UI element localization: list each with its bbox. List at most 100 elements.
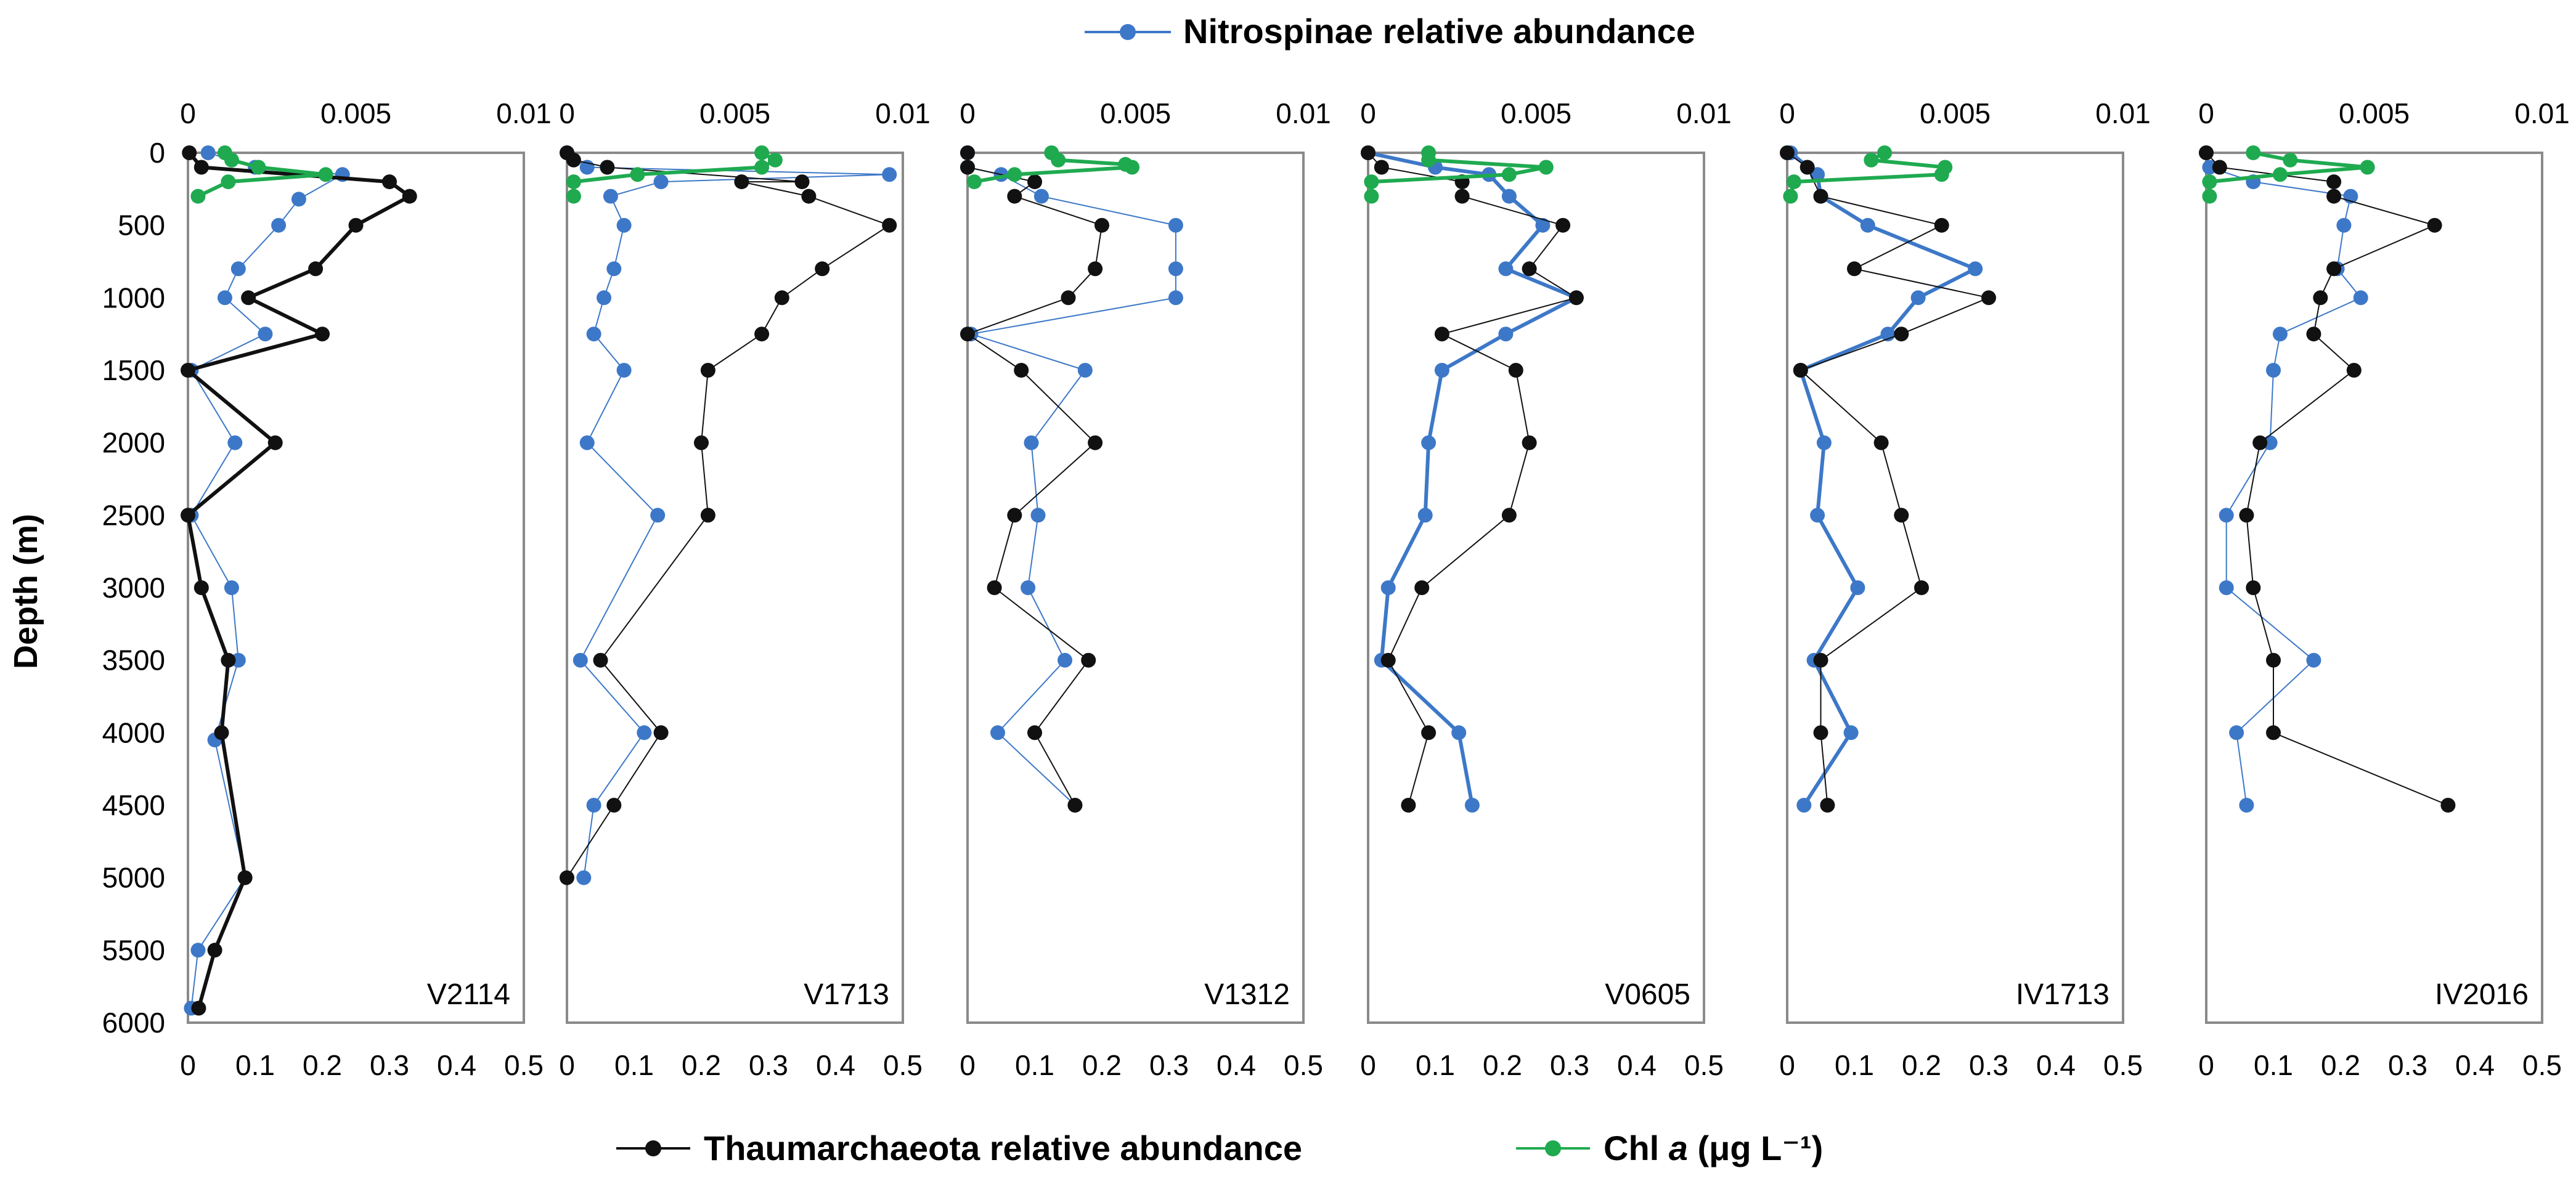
nitrospinae-point — [1910, 290, 1926, 306]
thaum-point — [801, 189, 817, 204]
chl-point — [1364, 189, 1379, 204]
thaum-point — [308, 261, 324, 277]
thaum-point — [1088, 435, 1103, 450]
legend-thaum: Thaumarchaeota relative abundance — [616, 1129, 1302, 1167]
nitrospinae-point — [1421, 435, 1437, 450]
chl-point — [2246, 145, 2261, 160]
thaum-point — [1501, 508, 1517, 523]
nitrospinae-point — [606, 261, 622, 277]
thaum-point — [1081, 652, 1096, 668]
thaum-point — [267, 435, 283, 450]
thaum-point — [194, 160, 209, 175]
thaum-point — [987, 580, 1002, 595]
top-axis-tick-label: 0.01 — [496, 97, 552, 129]
top-axis-tick-label: 0 — [1779, 97, 1795, 129]
thaum-point — [2326, 189, 2342, 204]
nitrospinae-point — [616, 217, 632, 233]
thaum-point — [1027, 174, 1042, 190]
chl-point — [2283, 152, 2298, 168]
thaum-point — [882, 217, 897, 233]
thaum-point — [1067, 798, 1083, 813]
bottom-axis-tick-label: 0.3 — [370, 1049, 409, 1081]
thaum-point — [1522, 261, 1537, 277]
nitrospinae-line — [566, 152, 891, 878]
panel-v1713: 0 0.005 0.01 0 0.1 0.2 0.3 0.4 0.5 V1713 — [559, 97, 931, 1081]
y-axis-title: Depth (m) — [7, 514, 44, 669]
thaum-point — [181, 508, 195, 523]
y-tick-label: 1500 — [102, 354, 165, 386]
panel-iv2016: 0 0.005 0.01 0 0.1 0.2 0.3 0.4 0.5 IV2016 — [2198, 97, 2570, 1081]
bottom-axis-tick-label: 0.4 — [437, 1049, 476, 1081]
chl-point — [1934, 167, 1949, 182]
bottom-axis-tick-label: 0.1 — [1835, 1049, 1874, 1081]
panel-frame — [2205, 152, 2543, 1024]
nitrospinae-point — [2229, 725, 2244, 741]
legend-chl-suffix: (μg L⁻¹) — [1688, 1129, 1823, 1167]
top-axis-tick-label: 0.01 — [875, 97, 931, 129]
chl-point — [566, 189, 581, 204]
thaum-point — [1847, 261, 1862, 277]
chl-point — [190, 189, 206, 204]
top-axis-tick-label: 0.01 — [2514, 97, 2570, 129]
thaum-point — [1007, 189, 1022, 204]
thaum-point — [593, 652, 608, 668]
chl-point — [754, 145, 770, 160]
chl-point — [1125, 160, 1139, 175]
thaum-point — [315, 327, 330, 342]
nitrospinae-point — [2336, 217, 2352, 233]
chl-point — [1051, 152, 1066, 168]
thaum-point — [237, 870, 253, 885]
y-tick-label: 5000 — [102, 862, 165, 894]
nitrospinae-point — [1535, 217, 1551, 233]
nitrospinae-point — [616, 363, 632, 378]
thaum-point — [1813, 189, 1828, 204]
panel-frame — [1786, 152, 2124, 1024]
thaum-point — [2346, 363, 2362, 378]
nitrospinae-point — [1501, 189, 1517, 204]
nitrospinae-point — [258, 327, 273, 342]
bottom-axis-tick-label: 0.5 — [2103, 1049, 2143, 1081]
panel-frame — [966, 152, 1305, 1024]
top-axis-tick-label: 0.005 — [1501, 97, 1571, 129]
top-axis-tick-label: 0 — [1360, 97, 1376, 129]
top-axis-tick-label: 0.01 — [2095, 97, 2151, 129]
bottom-axis-tick-label: 0 — [180, 1049, 196, 1081]
nitrospinae-point — [1168, 217, 1183, 233]
top-axis-tick-label: 0 — [559, 97, 575, 129]
nitrospinae-point — [1030, 508, 1046, 523]
y-tick-label: 6000 — [102, 1007, 165, 1039]
panel-iv1713: 0 0.005 0.01 0 0.1 0.2 0.3 0.4 0.5 IV1713 — [1779, 97, 2151, 1081]
nitrospinae-point — [1810, 508, 1825, 523]
bottom-axis-tick-label: 0.4 — [816, 1049, 855, 1081]
thaum-point — [1414, 580, 1430, 595]
thaum-point — [1894, 327, 1909, 342]
nitrospinae-point — [1434, 363, 1449, 378]
legend-chl-prefix: Chl — [1604, 1129, 1669, 1167]
thaum-point — [1820, 798, 1835, 813]
chl-point — [2202, 189, 2217, 204]
nitrospinae-point — [230, 652, 246, 668]
legend-thaum-marker — [645, 1140, 661, 1156]
top-axis-tick-label: 0.005 — [699, 97, 770, 129]
nitrospinae-point — [579, 435, 595, 450]
bottom-axis-tick-label: 0.3 — [749, 1049, 788, 1081]
chl-point — [2272, 167, 2288, 182]
thaum-point — [960, 160, 975, 175]
thaum-point — [566, 152, 581, 168]
bottom-axis-tick-label: 0.1 — [614, 1049, 654, 1081]
thaum-point — [1780, 145, 1795, 160]
legend-nitrospinae-label: Nitrospinae relative abundance — [1183, 12, 1695, 51]
legend-thaum-label: Thaumarchaeota relative abundance — [704, 1129, 1302, 1167]
bottom-axis-tick-label: 0.3 — [1969, 1049, 2008, 1081]
bottom-axis-tick-label: 0.4 — [2036, 1049, 2076, 1081]
thaum-point — [1800, 160, 1815, 175]
nitrospinae-point — [1498, 261, 1514, 277]
thaum-point — [960, 145, 975, 160]
bottom-axis-tick-label: 0.1 — [1416, 1049, 1455, 1081]
thaum-point — [2266, 725, 2281, 741]
thaum-point — [794, 174, 810, 190]
thaum-point — [606, 798, 622, 813]
thaum-point — [2440, 798, 2456, 813]
